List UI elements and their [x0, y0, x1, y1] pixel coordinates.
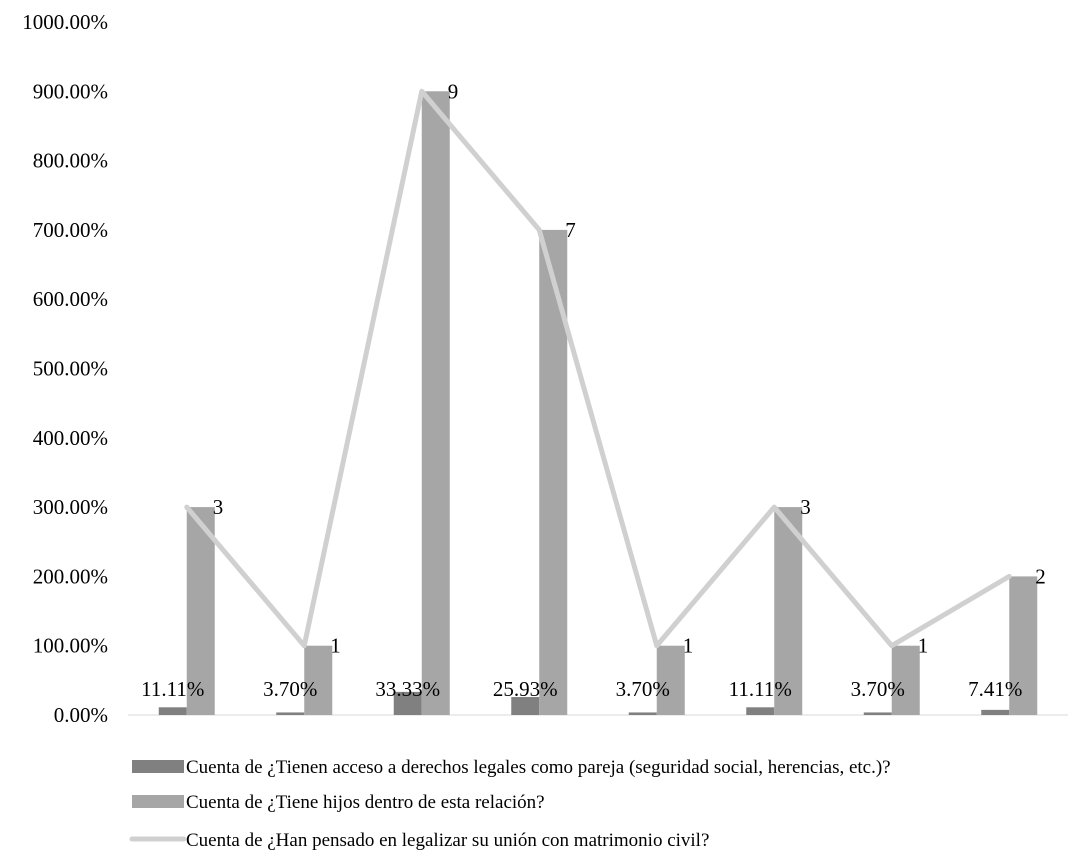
data-label-hijos: 3: [800, 495, 811, 519]
bar-derechos: [629, 712, 657, 715]
bar-derechos: [746, 707, 774, 715]
data-label-derechos: 3.70%: [616, 677, 670, 701]
y-tick-label: 100.00%: [33, 634, 108, 658]
legend-label-2: Cuenta de ¿Tiene hijos dentro de esta re…: [186, 792, 545, 813]
data-label-derechos: 3.70%: [263, 677, 317, 701]
y-tick-label: 500.00%: [33, 357, 108, 381]
data-label-hijos: 7: [565, 218, 576, 242]
legend-label-1: Cuenta de ¿Tienen acceso a derechos lega…: [186, 757, 891, 778]
y-tick-label: 400.00%: [33, 426, 108, 450]
data-label-derechos: 33.33%: [375, 677, 440, 701]
line-matrimonio: [187, 91, 1010, 645]
bar-derechos: [864, 712, 892, 715]
data-label-derechos: 11.11%: [729, 677, 792, 701]
data-label-hijos: 9: [448, 79, 459, 103]
line-series: [187, 91, 1010, 646]
legend-swatch-2: [132, 795, 184, 808]
data-label-derechos: 11.11%: [141, 677, 204, 701]
bar-derechos: [276, 712, 304, 715]
data-label-derechos: 25.93%: [493, 677, 558, 701]
data-label-hijos: 3: [213, 495, 224, 519]
bars: [159, 91, 1038, 715]
data-label-hijos: 1: [918, 634, 929, 658]
data-label-hijos: 1: [683, 634, 694, 658]
legend-item-3: Cuenta de ¿Han pensado en legalizar su u…: [132, 830, 709, 851]
legend: Cuenta de ¿Tienen acceso a derechos lega…: [132, 757, 891, 851]
bar-hijos: [422, 91, 450, 715]
bar-derechos: [981, 710, 1009, 715]
bar-derechos: [159, 707, 187, 715]
y-tick-label: 300.00%: [33, 495, 108, 519]
y-tick-label: 900.00%: [33, 79, 108, 103]
y-tick-label: 600.00%: [33, 287, 108, 311]
y-tick-label: 1000.00%: [22, 10, 108, 34]
data-label-hijos: 1: [330, 634, 341, 658]
y-tick-label: 800.00%: [33, 149, 108, 173]
y-tick-label: 200.00%: [33, 564, 108, 588]
data-label-derechos: 3.70%: [851, 677, 905, 701]
data-labels: 11.11% 3 3.70% 1 33.33% 9 25.93% 7 3.70% 1 11.11% 3…: [141, 79, 1046, 701]
bar-hijos: [539, 230, 567, 715]
y-axis-ticks: 0.00% 100.00% 200.00% 300.00% 400.00% 500.00%…: [22, 10, 108, 727]
legend-item-1: Cuenta de ¿Tienen acceso a derechos lega…: [132, 757, 891, 778]
legend-item-2: Cuenta de ¿Tiene hijos dentro de esta re…: [132, 792, 545, 813]
y-tick-label: 0.00%: [54, 703, 108, 727]
legend-label-3: Cuenta de ¿Han pensado en legalizar su u…: [186, 830, 709, 851]
legend-swatch-1: [132, 760, 184, 773]
data-label-hijos: 2: [1035, 564, 1046, 588]
y-tick-label: 700.00%: [33, 218, 108, 242]
data-label-derechos: 7.41%: [968, 677, 1022, 701]
